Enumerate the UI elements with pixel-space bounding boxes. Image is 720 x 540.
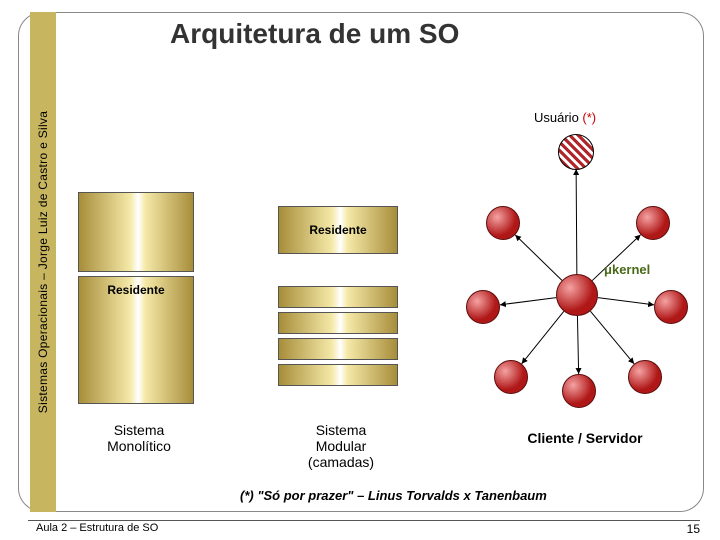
modular-residente: Residente xyxy=(278,206,398,254)
label-monolithic: Sistema Monolítico xyxy=(94,422,184,454)
server-s xyxy=(562,374,596,408)
server-sw xyxy=(494,360,528,394)
server-w xyxy=(466,290,500,324)
modular-layer-1 xyxy=(278,286,398,308)
mk-mu: μ xyxy=(604,262,612,277)
page-title: Arquitetura de um SO xyxy=(170,18,459,50)
footnote-quote: (*) "Só por prazer" – Linus Torvalds x T… xyxy=(240,488,547,503)
mk-text: kernel xyxy=(612,262,650,277)
modular-layer-4 xyxy=(278,364,398,386)
label-modular: Sistema Modular (camadas) xyxy=(296,422,386,470)
footer-divider xyxy=(28,520,700,521)
sidebar: Sistemas Operacionais – Jorge Luiz de Ca… xyxy=(30,12,56,512)
server-nw xyxy=(486,206,520,240)
footer-left: Aula 2 – Estrutura de SO xyxy=(36,522,158,534)
footer-right: 15 xyxy=(687,522,700,536)
usuario-text: Usuário xyxy=(534,110,582,125)
modular-layer-2 xyxy=(278,312,398,334)
usuario-ast: (*) xyxy=(582,110,596,125)
microkernel xyxy=(556,274,598,316)
server-e xyxy=(654,290,688,324)
mk-label: μkernel xyxy=(604,262,650,277)
modular-layer-3 xyxy=(278,338,398,360)
label-client-server: Cliente / Servidor xyxy=(520,430,650,446)
server-se xyxy=(628,360,662,394)
sidebar-text: Sistemas Operacionais – Jorge Luiz de Ca… xyxy=(36,111,50,413)
server-ne xyxy=(636,206,670,240)
mono-upper xyxy=(78,192,194,272)
usuario-label: Usuário (*) xyxy=(534,110,596,125)
mono-lower: Residente xyxy=(78,276,194,404)
usuario-icon xyxy=(558,134,594,170)
